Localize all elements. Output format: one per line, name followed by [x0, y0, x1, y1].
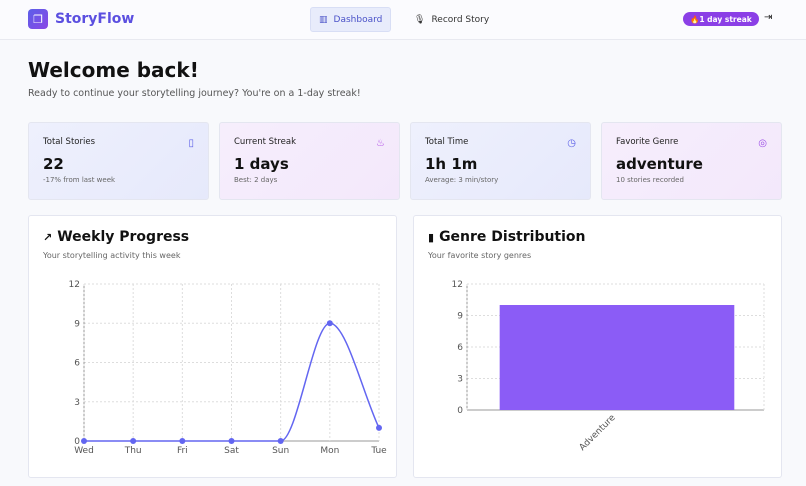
y-tick-label: 9	[457, 312, 463, 322]
panel-title: ▮ Genre Distribution	[428, 229, 586, 245]
y-tick-label: 12	[452, 280, 463, 290]
series-line	[84, 322, 380, 442]
target-icon: ◎	[758, 138, 767, 149]
data-point	[228, 438, 235, 444]
y-tick-label: 9	[74, 319, 80, 329]
weekly-progress-panel: ↗ Weekly Progress Your storytelling activ…	[28, 215, 397, 478]
y-tick-label: 0	[74, 437, 80, 447]
y-tick-label: 3	[74, 398, 80, 408]
x-tick-label: Mon	[320, 446, 339, 456]
nav-dashboard[interactable]: ▥ Dashboard	[310, 7, 392, 32]
book-icon: ▮	[428, 230, 435, 244]
data-point	[179, 438, 186, 444]
stat-card-total-time: Total Time 1h 1m Average: 3 min/story ◷	[410, 122, 591, 200]
streak-badge: 🔥1 day streak	[683, 12, 759, 26]
app-logo[interactable]: StoryFlow	[55, 11, 135, 27]
stat-value: 1 days	[234, 155, 289, 173]
stat-value: adventure	[616, 155, 703, 173]
stat-note: 10 stories recorded	[616, 176, 684, 184]
stat-label: Total Time	[425, 137, 469, 147]
y-tick-label: 6	[457, 343, 463, 353]
stat-label: Favorite Genre	[616, 137, 679, 147]
page-title: Welcome back!	[28, 58, 199, 82]
logout-icon[interactable]: ⇥	[764, 12, 773, 23]
top-nav-bar: ❐ StoryFlow ▥ Dashboard 🎙 Record Story 🔥1 …	[0, 0, 806, 40]
page-subtitle: Ready to continue your storytelling jour…	[28, 88, 361, 99]
x-tick-label: Sun	[272, 446, 289, 456]
trending-up-icon: ↗	[43, 230, 53, 244]
x-tick-label: Thu	[124, 446, 142, 456]
book-open-icon: ❐	[28, 9, 48, 29]
stat-note: Best: 2 days	[234, 176, 278, 184]
flame-icon: ♨	[376, 138, 385, 149]
stat-note: Average: 3 min/story	[425, 176, 499, 184]
y-tick-label: 6	[74, 359, 80, 369]
data-point	[277, 438, 284, 444]
stat-card-total-stories: Total Stories 22 -17% from last week ▯	[28, 122, 209, 200]
x-tick-label: Wed	[74, 446, 94, 456]
mic-icon: 🎙	[414, 14, 426, 25]
clock-icon: ◷	[567, 138, 576, 149]
bar	[499, 305, 735, 410]
y-tick-label: 3	[457, 375, 463, 385]
y-tick-label: 0	[457, 406, 463, 416]
data-point	[81, 438, 87, 444]
x-tick-label: Fri	[177, 446, 188, 456]
book-icon: ▯	[188, 138, 194, 149]
panel-subtitle: Your storytelling activity this week	[43, 251, 181, 260]
stat-card-current-streak: Current Streak 1 days Best: 2 days ♨	[219, 122, 400, 200]
stat-label: Total Stories	[43, 137, 95, 147]
data-point	[326, 320, 333, 327]
stat-value: 22	[43, 155, 64, 173]
data-point	[130, 438, 137, 444]
stat-note: -17% from last week	[43, 176, 116, 184]
bar-chart-icon: ▥	[319, 14, 328, 25]
x-tick-label: Sat	[224, 446, 239, 456]
panel-title: ↗ Weekly Progress	[43, 229, 190, 245]
data-point	[376, 424, 382, 431]
stat-label: Current Streak	[234, 137, 297, 147]
x-tick-label: Tue	[370, 446, 387, 456]
nav-record-story[interactable]: 🎙 Record Story	[414, 14, 490, 25]
stat-card-favorite-genre: Favorite Genre adventure 10 stories reco…	[601, 122, 782, 200]
stat-value: 1h 1m	[425, 155, 478, 173]
panel-subtitle: Your favorite story genres	[428, 251, 532, 260]
x-tick-label: Adventure	[578, 413, 618, 453]
y-tick-label: 12	[69, 280, 80, 290]
